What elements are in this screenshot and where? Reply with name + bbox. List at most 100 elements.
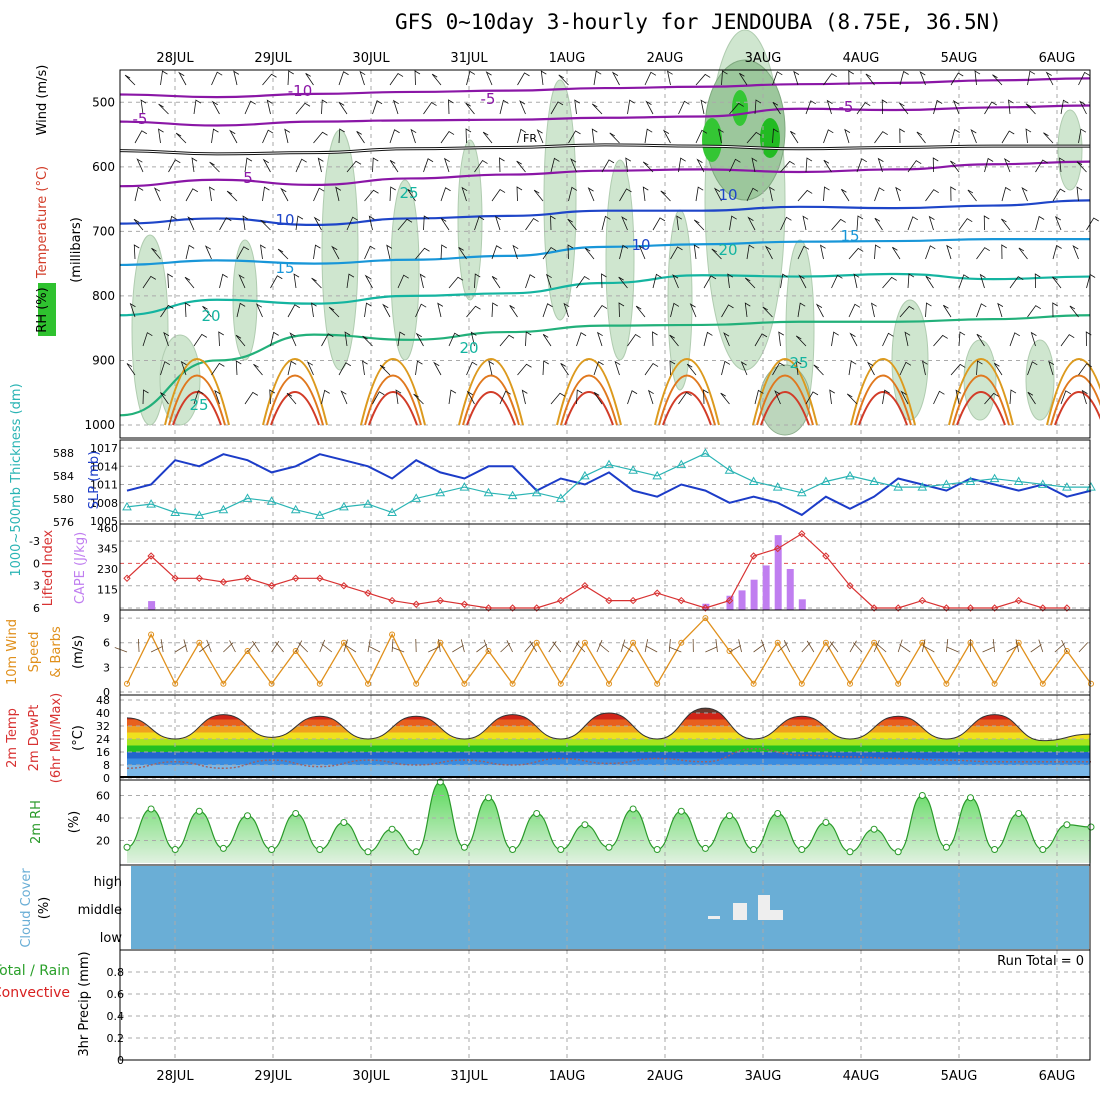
- wind-speed-point: [148, 631, 155, 638]
- wind-speed-point: [485, 647, 492, 654]
- wind-barb: [729, 215, 737, 231]
- wind-speed-point: [1088, 680, 1094, 687]
- lifted-index-point: [364, 589, 372, 597]
- cloud-gap: [733, 903, 747, 920]
- wind-barb: [621, 216, 628, 231]
- thickness-point: [122, 501, 132, 511]
- lifted-index-point: [147, 552, 155, 560]
- wind-barb: [440, 130, 455, 144]
- lifted-index-point: [918, 596, 927, 605]
- wind-barb: [124, 74, 136, 86]
- wind-axis-label: Speed: [27, 632, 42, 673]
- wind-barb: [762, 306, 773, 318]
- wind-barb: [313, 216, 322, 231]
- wind-barb: [925, 275, 934, 289]
- upper-axis-label: Temperature (°C): [35, 166, 50, 279]
- wind-barb: [693, 219, 705, 231]
- thickness-axis-label: 1000~500mb Thickness (dm): [9, 383, 24, 576]
- wind-barb: [379, 364, 391, 376]
- wind-barb: [614, 360, 621, 376]
- wind-barb: [499, 334, 515, 347]
- wind-barb: [389, 186, 396, 202]
- wind-speed-point: [654, 680, 661, 687]
- wind-barb: [262, 158, 271, 173]
- wind-barb: [932, 157, 939, 173]
- wind-barb: [568, 130, 581, 144]
- wind-barb-10m: [1030, 644, 1042, 653]
- rh-point: [870, 825, 878, 833]
- wind-tick-label: 6: [103, 637, 110, 650]
- pressure-tick-label: 1000: [84, 418, 115, 432]
- warm-surface-contour: [658, 374, 716, 426]
- precip-total-label: Total / Rain: [0, 963, 70, 979]
- wind-barb-10m: [483, 639, 489, 653]
- wind-speed-point: [871, 639, 878, 646]
- thickness-point: [748, 476, 759, 485]
- precip-axis-label: 3hr Precip (mm): [77, 951, 92, 1056]
- cloud-gap: [708, 916, 720, 919]
- wind-barb: [525, 217, 539, 231]
- wind-barb: [517, 128, 527, 144]
- wind-barb: [392, 99, 399, 115]
- wind-barb-10m: [753, 644, 765, 653]
- wind-barb: [305, 73, 314, 86]
- thickness-point: [965, 476, 976, 485]
- wind-barb-10m: [1061, 639, 1068, 653]
- wind-barb-10m: [275, 641, 284, 653]
- rh-line: [126, 781, 1092, 853]
- wind-barb: [950, 128, 960, 144]
- thickness-point: [652, 470, 663, 480]
- lifted-index-point: [219, 578, 228, 586]
- warm-surface-contour: [756, 374, 814, 426]
- wind-barb: [713, 187, 722, 202]
- wind-speed-point: [750, 680, 757, 687]
- wind-barb: [211, 71, 223, 86]
- wind-barb-10m: [982, 646, 995, 653]
- wind-barb: [1048, 360, 1055, 376]
- wind-barb: [1085, 331, 1092, 347]
- wind-barb-10m: [114, 647, 128, 653]
- wind-barb: [542, 303, 553, 318]
- wind-barb: [448, 389, 457, 405]
- wind-barb-10m: [572, 640, 580, 653]
- wind-barb: [1018, 247, 1028, 260]
- wind-barb: [516, 186, 523, 202]
- wind-barb: [703, 331, 713, 347]
- wind-barb-10m: [428, 646, 441, 653]
- wind-speed-point: [630, 639, 637, 646]
- wind-barb-10m: [715, 639, 718, 653]
- wind-barb: [488, 360, 495, 376]
- wind-barb: [587, 187, 595, 202]
- wind-barb-10m: [1054, 643, 1065, 653]
- wind-barb: [470, 331, 477, 347]
- contour-label: 10: [631, 236, 650, 254]
- wind-barb: [831, 274, 843, 289]
- wind-barb: [1086, 217, 1099, 231]
- wind-barb-10m: [622, 644, 634, 653]
- wind-barb: [1052, 244, 1062, 260]
- wind-speed-point: [1063, 647, 1070, 654]
- wind-barb-10m: [761, 639, 767, 653]
- thickness-point: [194, 510, 205, 519]
- contour-label: 25: [789, 354, 808, 372]
- wind-barb: [805, 157, 813, 173]
- wind-barb: [627, 390, 638, 405]
- temp-axis-label: (6hr Min/Max): [49, 693, 64, 783]
- wind-barb: [466, 305, 481, 318]
- wind-barb: [160, 70, 168, 86]
- wind-barb: [922, 360, 928, 376]
- wind-barb: [899, 305, 915, 318]
- cape-bar: [702, 603, 710, 610]
- rh-point: [292, 810, 300, 817]
- temp-color-band: [127, 726, 1090, 733]
- wind-barb: [211, 362, 225, 376]
- wind-barb: [386, 244, 393, 260]
- wind-barb: [567, 218, 577, 231]
- wind-barb: [1078, 128, 1087, 144]
- thickness-point: [435, 487, 446, 497]
- wind-barb: [983, 215, 990, 231]
- wind-barb: [976, 303, 987, 318]
- wind-barb-10m: [806, 640, 815, 653]
- wind-barb: [729, 102, 744, 115]
- wind-barb: [848, 360, 857, 376]
